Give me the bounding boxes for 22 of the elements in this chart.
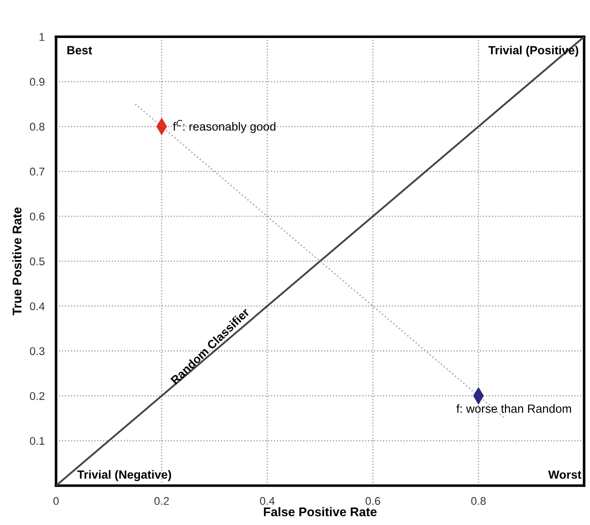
annotation: f$^{C}$: reasonably good [172,120,276,134]
annotation: f: worse than Random [456,404,571,413]
x-tick-label: 0.4 [260,497,275,505]
y-tick-label: 0.4 [30,302,45,310]
x-tick-label: 0 [53,497,59,505]
x-tick-label: 0.6 [366,497,380,505]
y-tick-label: 0.7 [30,168,44,176]
y-tick-label: 0.9 [30,78,44,86]
y-tick-label: 0.8 [30,122,44,131]
annotation: Trivial (Negative) [77,470,172,482]
y-axis-title: True Positive Rate [12,207,22,316]
x-tick-label: 0.2 [154,497,169,505]
y-tick-label: 0.5 [30,257,44,266]
y-tick-label: 1 [40,33,44,41]
y-tick-label: 0.2 [30,392,44,400]
y-tick-label: 0.1 [30,437,44,445]
y-tick-label: 0.3 [30,347,44,356]
annotation: Worst [548,470,582,479]
x-axis-title: False Positive Rate [264,507,377,516]
annotation: Best [67,46,92,54]
y-tick-label: 0.6 [30,212,44,220]
x-tick-label: 0.8 [471,497,486,505]
